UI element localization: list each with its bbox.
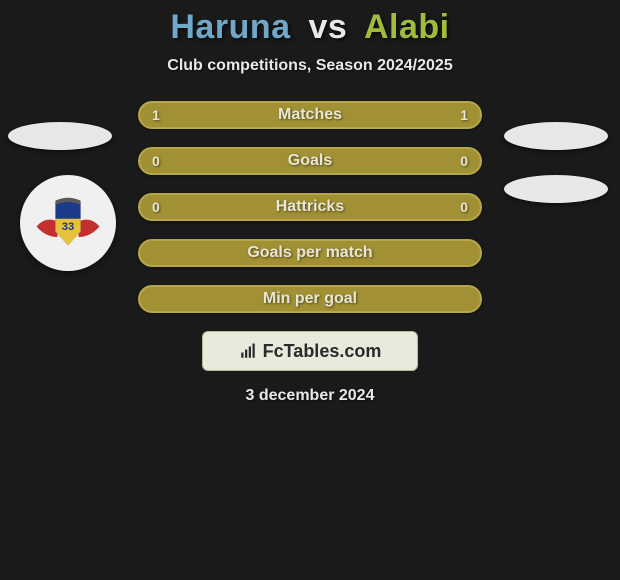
stat-label: Hattricks xyxy=(276,198,344,216)
stat-right-value: 0 xyxy=(460,199,468,215)
watermark-text: FcTables.com xyxy=(263,341,382,362)
stat-left-value: 0 xyxy=(152,199,160,215)
stat-bar-min-per-goal: Min per goal xyxy=(138,285,482,313)
player1-name: Haruna xyxy=(170,8,290,46)
stat-label: Min per goal xyxy=(263,290,357,308)
stat-bar-goals-per-match: Goals per match xyxy=(138,239,482,267)
player2-oval-icon-2 xyxy=(504,175,608,203)
player1-oval-icon xyxy=(8,122,112,150)
stat-right-value: 1 xyxy=(460,107,468,123)
stat-bar-matches: 1 Matches 1 xyxy=(138,101,482,129)
stat-label: Goals xyxy=(288,152,332,170)
club-badge-icon: 33 xyxy=(20,175,116,271)
stat-bar-hattricks: 0 Hattricks 0 xyxy=(138,193,482,221)
stat-right-value: 0 xyxy=(460,153,468,169)
stat-left-value: 0 xyxy=(152,153,160,169)
bar-chart-icon xyxy=(239,342,257,360)
vs-separator: vs xyxy=(308,8,347,46)
stat-bars: 1 Matches 1 0 Goals 0 0 Hattricks 0 Goal… xyxy=(138,101,482,313)
player2-name: Alabi xyxy=(364,8,450,46)
footer-date: 3 december 2024 xyxy=(0,387,620,405)
stat-label: Goals per match xyxy=(247,244,372,262)
player2-oval-icon xyxy=(504,122,608,150)
badge-number: 33 xyxy=(62,221,74,233)
stat-label: Matches xyxy=(278,106,342,124)
subtitle: Club competitions, Season 2024/2025 xyxy=(0,57,620,75)
watermark: FcTables.com xyxy=(202,331,418,371)
page-title: Haruna vs Alabi xyxy=(0,0,620,47)
stat-left-value: 1 xyxy=(152,107,160,123)
stat-bar-goals: 0 Goals 0 xyxy=(138,147,482,175)
